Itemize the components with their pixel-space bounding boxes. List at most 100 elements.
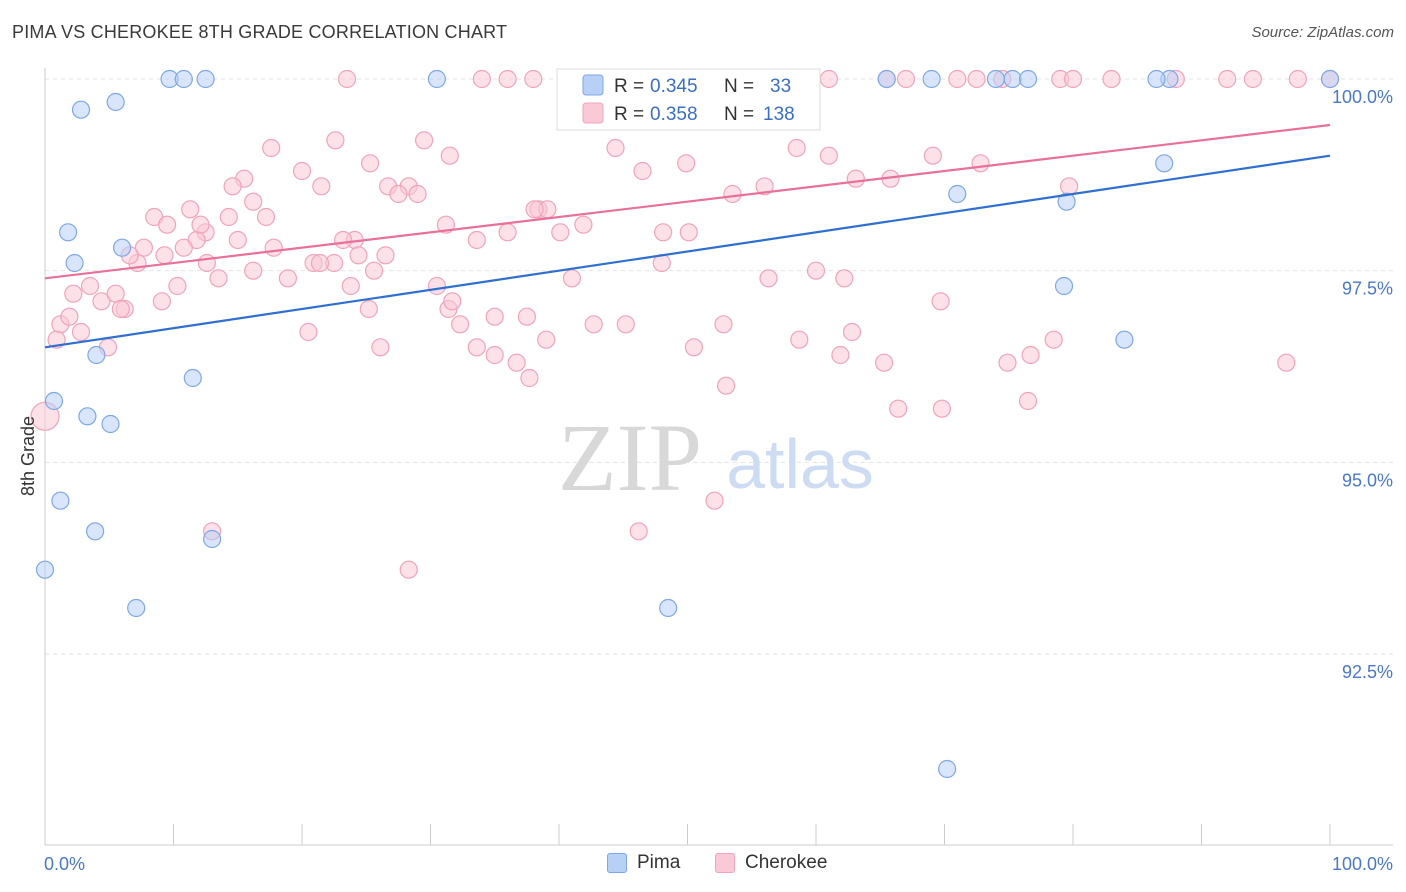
- trend-lines: [44, 123, 1331, 349]
- cherokee-point: [923, 146, 943, 165]
- pima-point: [174, 69, 193, 89]
- pima-point: [1054, 276, 1074, 296]
- pima-point: [1115, 330, 1134, 349]
- legend-r-value-pima: 0.345: [650, 76, 698, 97]
- cherokee-point: [264, 238, 283, 257]
- legend-n-value-pima: 33: [770, 76, 791, 97]
- cherokee-point: [998, 353, 1017, 372]
- cherokee-point: [168, 276, 187, 296]
- cherokee-point: [337, 69, 357, 89]
- cherokee-trend-line: [44, 123, 1331, 280]
- cherokee-point: [467, 338, 486, 357]
- cherokee-point: [679, 223, 698, 242]
- cherokee-point: [616, 315, 635, 334]
- cherokee-point: [191, 215, 210, 234]
- cherokee-point: [71, 322, 91, 342]
- cherokee-point: [64, 284, 83, 303]
- cherokee-point: [790, 330, 809, 349]
- cherokee-point: [399, 560, 418, 579]
- pima-point: [106, 92, 125, 112]
- cherokee-point: [174, 238, 193, 257]
- cherokee-point: [684, 338, 704, 357]
- bottom-legend-pima-label: Pima: [637, 852, 681, 873]
- pima-point: [877, 69, 896, 89]
- watermark: ZIP atlas: [558, 404, 874, 511]
- pima-point: [1003, 69, 1022, 89]
- cherokee-point: [971, 154, 990, 173]
- cherokee-point: [371, 338, 390, 357]
- cherokee-point: [716, 376, 736, 395]
- cherokee-point: [341, 276, 360, 296]
- cherokee-point: [472, 69, 491, 89]
- watermark-zip: ZIP: [558, 404, 702, 511]
- pima-point: [1057, 192, 1076, 211]
- cherokee-point: [525, 200, 544, 219]
- axes: [44, 68, 1393, 846]
- cherokee-point: [262, 138, 281, 158]
- cherokee-point: [1243, 69, 1263, 89]
- cherokee-point: [408, 184, 427, 204]
- x-tick-label-min: 0.0%: [44, 854, 85, 874]
- bottom-legend-cherokee-label: Cherokee: [745, 852, 828, 873]
- pima-point: [203, 529, 222, 549]
- cherokee-point: [415, 131, 434, 150]
- cherokee-point: [80, 276, 100, 296]
- cherokee-point: [948, 69, 967, 89]
- cherokee-point: [498, 223, 517, 242]
- cherokee-point: [467, 230, 486, 250]
- pima-point: [986, 69, 1006, 89]
- bottom-legend: Pima Cherokee: [0, 852, 1406, 878]
- cherokee-point: [364, 261, 384, 280]
- pima-swatch: [607, 853, 627, 873]
- legend-r-label-cherokee: R =: [614, 104, 644, 125]
- cherokee-point: [1059, 177, 1079, 196]
- cherokee-point: [223, 177, 242, 196]
- cherokee-point: [359, 299, 378, 319]
- cherokee-point: [517, 307, 537, 326]
- cherokee-point: [551, 223, 570, 242]
- cherokee-point: [520, 368, 539, 388]
- legend-n-value-cherokee: 138: [763, 104, 795, 125]
- pima-point: [85, 522, 105, 541]
- cherokee-point: [574, 215, 593, 234]
- cherokee-point: [134, 238, 153, 257]
- legend-swatch-pima: [582, 74, 604, 96]
- pima-point: [71, 100, 91, 119]
- cherokee-swatch: [715, 853, 735, 873]
- pima-point: [65, 253, 84, 273]
- cherokee-point: [181, 200, 200, 219]
- cherokee-point: [831, 345, 850, 365]
- cherokee-point: [755, 177, 774, 196]
- cherokee-point: [633, 161, 652, 181]
- cherokee-point: [787, 138, 806, 158]
- cherokee-point: [584, 315, 603, 334]
- pima-point: [35, 560, 55, 579]
- pima-point: [58, 223, 78, 242]
- pima-point: [1147, 69, 1166, 89]
- legend-box: R = 0.345 N = 33 R = 0.358 N = 138: [556, 68, 821, 131]
- cherokee-point: [562, 269, 582, 288]
- cherokee-point: [451, 315, 470, 334]
- cherokee-point: [292, 161, 312, 181]
- cherokee-point: [228, 230, 247, 250]
- cherokee-point: [606, 138, 625, 158]
- cherokee-point: [931, 292, 950, 311]
- cherokee-point: [1044, 330, 1063, 349]
- cherokee-point: [846, 169, 865, 188]
- bottom-legend-cherokee: Cherokee: [715, 852, 827, 874]
- cherokee-point: [111, 299, 130, 319]
- cherokee-point: [312, 177, 331, 196]
- cherokee-point: [498, 69, 517, 89]
- cherokee-point: [244, 192, 263, 211]
- pima-point: [87, 345, 106, 365]
- cherokee-point: [842, 322, 862, 342]
- y-tick-label: 100.0%: [1332, 87, 1393, 107]
- cherokee-point: [299, 322, 318, 342]
- cherokee-point: [349, 246, 368, 265]
- cherokee-point: [1288, 69, 1308, 89]
- cherokee-point: [326, 131, 345, 150]
- cherokee-point: [653, 223, 673, 242]
- cherokee-point: [106, 284, 125, 303]
- cherokee-point: [932, 399, 952, 418]
